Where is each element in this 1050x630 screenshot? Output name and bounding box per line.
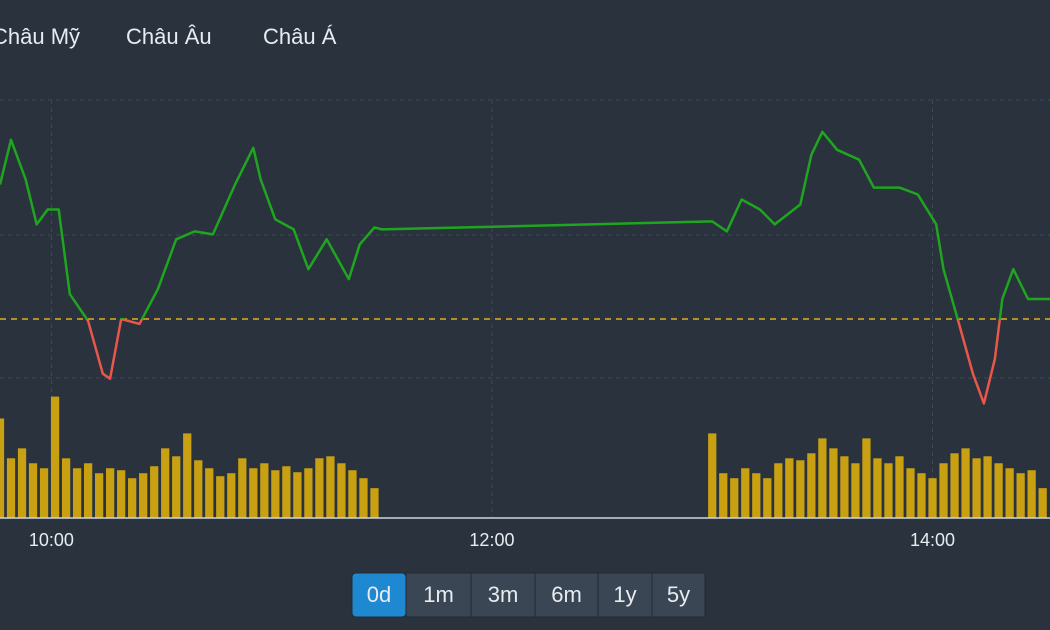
volume-bar [72, 468, 82, 518]
volume-bar [719, 473, 728, 518]
volume-bar [150, 466, 159, 518]
volume-bar [785, 458, 794, 518]
range-button[interactable]: 0d [351, 572, 407, 618]
volume-bar [950, 453, 959, 518]
volume-bar [337, 463, 346, 518]
h-grid [0, 99, 1050, 379]
volume-bar [741, 468, 750, 518]
button-bg [534, 572, 599, 618]
volume-bar [370, 488, 379, 518]
volume-bar [260, 463, 269, 518]
volume-bar [161, 448, 170, 518]
range-button[interactable]: 1m [405, 572, 472, 618]
volume-bar [249, 468, 258, 518]
volume-bar [315, 458, 324, 518]
volume-bar [796, 460, 805, 518]
volume-bar [94, 473, 104, 518]
volume-bar [917, 473, 926, 518]
range-button[interactable]: 3m [470, 572, 536, 618]
volume-bar [227, 473, 236, 518]
volume-bar [884, 463, 893, 518]
volume-bar [994, 463, 1003, 518]
volume-bar [972, 458, 981, 518]
volume-bar [359, 478, 368, 518]
volume-bar [348, 470, 357, 518]
volume-bar [172, 456, 181, 518]
button-bg [651, 572, 706, 618]
button-bg [405, 572, 472, 618]
volume-bar [708, 433, 717, 518]
button-label: 3m [488, 582, 519, 607]
tab[interactable]: Châu Á [263, 24, 337, 49]
button-label: 5y [667, 582, 690, 607]
volume-bar [829, 448, 838, 518]
button-label: 6m [551, 582, 582, 607]
tab[interactable]: Châu Âu [126, 24, 212, 49]
volume-bar [304, 468, 313, 518]
volume-bar [106, 468, 115, 518]
volume-bar [83, 463, 93, 518]
volume-bar [0, 418, 5, 518]
volume-bar [128, 478, 137, 518]
volume-bar [61, 458, 71, 518]
volume-bar [216, 476, 225, 518]
x-tick-label: 12:00 [469, 530, 514, 550]
plot [0, 100, 1050, 518]
volume-bar [862, 438, 871, 518]
volume-bar [1038, 488, 1047, 518]
volume-bar [194, 460, 203, 518]
range-button[interactable]: 6m [534, 572, 599, 618]
button-bg [470, 572, 536, 618]
button-label: 1y [613, 582, 636, 607]
volume-bar [818, 438, 827, 518]
x-tick-label: 10:00 [29, 530, 74, 550]
volume-bar [873, 458, 882, 518]
volume-bar [851, 463, 860, 518]
volume-bar [763, 478, 772, 518]
button-label: 1m [423, 582, 454, 607]
volume-bar [50, 396, 60, 518]
volume-bar [1027, 470, 1036, 518]
volume-bar [961, 448, 970, 518]
range-button[interactable]: 1y [597, 572, 653, 618]
range-buttons: 0d 1m 3m 6m 1y 5y [351, 572, 706, 618]
volume-bar [139, 473, 148, 518]
tab[interactable]: Châu Mỹ [0, 24, 80, 49]
volume-bar [840, 456, 849, 518]
volume-bar [17, 448, 27, 518]
x-tick-label: 14:00 [910, 530, 955, 550]
volume-bar [183, 433, 192, 518]
volume-bar [983, 456, 992, 518]
range-button[interactable]: 5y [651, 572, 706, 618]
volume-bar [326, 456, 335, 518]
volume-bar [807, 453, 816, 518]
volume-bar [752, 473, 761, 518]
button-label: 0d [367, 582, 391, 607]
volume-bar [895, 456, 904, 518]
volume-bar [1016, 473, 1025, 518]
volume-bar [928, 478, 937, 518]
volume-bar [774, 463, 783, 518]
volume-bar [730, 478, 739, 518]
volume-bar [117, 470, 126, 518]
volume-bar [238, 458, 247, 518]
price-line [0, 130, 1050, 405]
volume-bar [293, 472, 302, 518]
volume-bar [939, 463, 948, 518]
volume-bar [39, 468, 49, 518]
volume-bar [906, 468, 915, 518]
volume-bar [1005, 468, 1014, 518]
volume-bar [282, 466, 291, 518]
volume-bar [28, 463, 38, 518]
volume-bar [271, 470, 280, 518]
tabs: Châu Mỹ Châu Âu Châu Á [0, 24, 337, 49]
volume-bar [6, 458, 16, 518]
volume-bar [205, 468, 214, 518]
